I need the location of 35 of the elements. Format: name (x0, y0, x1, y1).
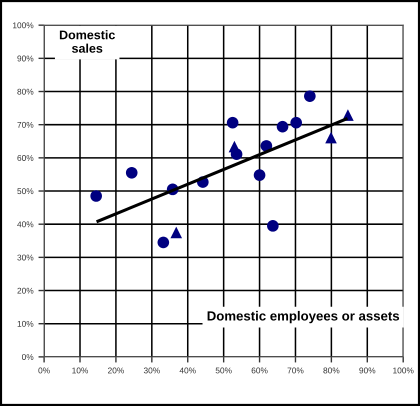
point (290, 116, 302, 128)
y-tick-label: 90% (17, 56, 34, 62)
x-tick-label: 10% (72, 368, 88, 374)
point (170, 226, 182, 238)
x-tick-label: 40% (180, 368, 196, 374)
y-tick-label: 20% (17, 288, 34, 294)
y-tick-label: 70% (17, 122, 34, 128)
x-tick-label: 90% (359, 368, 376, 374)
point (325, 132, 337, 144)
point (126, 166, 138, 179)
x-tick-label: 70% (288, 368, 304, 374)
point (267, 220, 279, 232)
x-tick-label: 80% (323, 368, 340, 374)
y-tick-label: 100% (13, 22, 34, 28)
x-axis-title: Domestic employees or assets (208, 310, 400, 324)
point (254, 169, 266, 181)
y-tick-label: 10% (18, 320, 34, 327)
y-tick-label: 0% (22, 354, 34, 360)
point (276, 120, 288, 132)
y-tick-label: 30% (17, 254, 34, 260)
point (226, 116, 238, 128)
x-tick-label: 100% (393, 368, 414, 374)
x-tick-label: 60% (252, 368, 268, 374)
x-tick-label: 20% (108, 368, 124, 374)
y-tick-label: 60% (17, 155, 34, 161)
point (90, 190, 102, 202)
y-axis-title: Domestic sales (60, 30, 115, 53)
y-tick-label: 40% (17, 221, 34, 228)
point (304, 90, 316, 102)
y-tick-label: 50% (17, 188, 34, 194)
y-tick-label: 80% (17, 88, 34, 95)
point (158, 236, 170, 248)
x-tick-label: 50% (216, 368, 232, 374)
x-tick-label: 0% (38, 368, 50, 374)
x-tick-label: 30% (144, 368, 160, 374)
